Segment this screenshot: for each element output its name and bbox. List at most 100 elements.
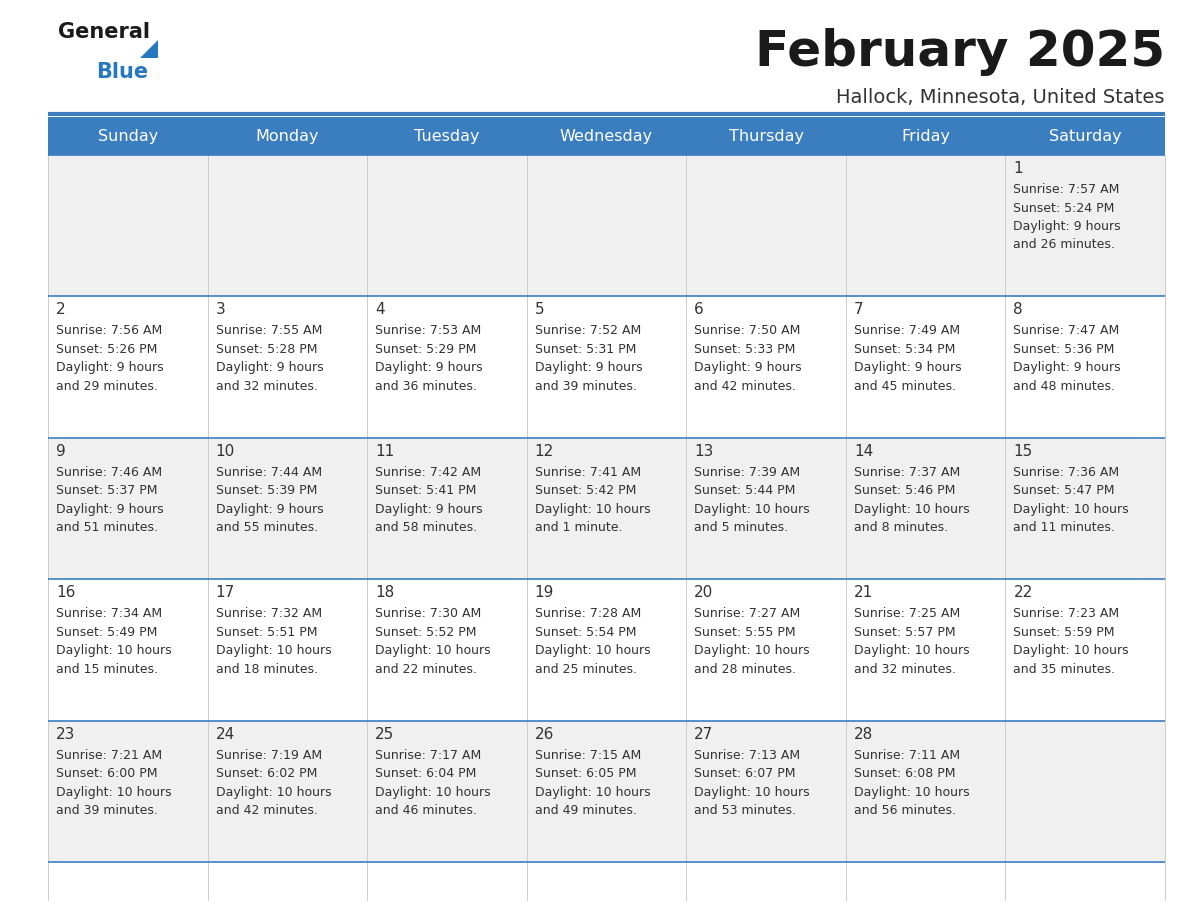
Text: 27: 27 [694,727,714,742]
Text: 1: 1 [1013,161,1023,176]
Text: Daylight: 9 hours: Daylight: 9 hours [215,503,323,516]
Bar [1005,155,1165,297]
Text: Sunset: 5:49 PM: Sunset: 5:49 PM [56,626,157,639]
Text: Daylight: 10 hours: Daylight: 10 hours [1013,644,1129,657]
Text: Sunset: 5:54 PM: Sunset: 5:54 PM [535,626,637,639]
Text: and 46 minutes.: and 46 minutes. [375,804,478,817]
Text: Daylight: 10 hours: Daylight: 10 hours [215,786,331,799]
Bar [208,297,367,438]
Bar [48,155,208,297]
Text: Daylight: 9 hours: Daylight: 9 hours [1013,220,1121,233]
Bar [208,579,367,721]
Text: and 45 minutes.: and 45 minutes. [854,380,956,393]
Text: 14: 14 [854,443,873,459]
Text: Wednesday: Wednesday [560,129,653,143]
Text: 8: 8 [1013,302,1023,318]
Text: and 55 minutes.: and 55 minutes. [215,521,317,534]
Text: Sunrise: 7:28 AM: Sunrise: 7:28 AM [535,607,642,621]
Text: Sunrise: 7:23 AM: Sunrise: 7:23 AM [1013,607,1119,621]
Bar [367,297,526,438]
Bar [687,297,846,438]
Text: 20: 20 [694,585,714,600]
Text: 12: 12 [535,443,554,459]
Bar [846,438,1005,579]
Text: Daylight: 10 hours: Daylight: 10 hours [535,644,650,657]
Bar [687,438,846,579]
Bar [1005,117,1165,155]
Text: 22: 22 [1013,585,1032,600]
Text: Sunrise: 7:27 AM: Sunrise: 7:27 AM [694,607,801,621]
Text: Sunset: 5:55 PM: Sunset: 5:55 PM [694,626,796,639]
Bar [846,297,1005,438]
Text: Saturday: Saturday [1049,129,1121,143]
Text: 6: 6 [694,302,704,318]
Text: and 36 minutes.: and 36 minutes. [375,380,478,393]
Text: Sunset: 5:46 PM: Sunset: 5:46 PM [854,485,955,498]
Text: 5: 5 [535,302,544,318]
Text: and 25 minutes.: and 25 minutes. [535,663,637,676]
Bar [48,579,208,721]
Text: Sunrise: 7:50 AM: Sunrise: 7:50 AM [694,324,801,338]
Bar [48,117,208,155]
Text: Sunrise: 7:44 AM: Sunrise: 7:44 AM [215,465,322,479]
Text: Daylight: 9 hours: Daylight: 9 hours [56,503,164,516]
Text: Sunrise: 7:15 AM: Sunrise: 7:15 AM [535,748,642,762]
Bar [367,579,526,721]
Text: and 58 minutes.: and 58 minutes. [375,521,478,534]
Text: 11: 11 [375,443,394,459]
Text: Daylight: 9 hours: Daylight: 9 hours [694,362,802,375]
Text: Sunrise: 7:17 AM: Sunrise: 7:17 AM [375,748,481,762]
Text: Sunrise: 7:49 AM: Sunrise: 7:49 AM [854,324,960,338]
Text: Sunset: 5:52 PM: Sunset: 5:52 PM [375,626,476,639]
Text: and 56 minutes.: and 56 minutes. [854,804,956,817]
Bar [526,117,687,155]
Text: Sunrise: 7:52 AM: Sunrise: 7:52 AM [535,324,642,338]
Text: 28: 28 [854,727,873,742]
Text: Sunrise: 7:19 AM: Sunrise: 7:19 AM [215,748,322,762]
Bar [48,438,208,579]
Text: Sunrise: 7:30 AM: Sunrise: 7:30 AM [375,607,481,621]
Text: Sunrise: 7:41 AM: Sunrise: 7:41 AM [535,465,640,479]
Text: and 15 minutes.: and 15 minutes. [56,663,158,676]
Text: Daylight: 10 hours: Daylight: 10 hours [215,644,331,657]
Text: Sunset: 5:26 PM: Sunset: 5:26 PM [56,343,157,356]
Text: Daylight: 9 hours: Daylight: 9 hours [1013,362,1121,375]
Text: Daylight: 9 hours: Daylight: 9 hours [854,362,961,375]
Text: Sunset: 6:02 PM: Sunset: 6:02 PM [215,767,317,780]
Text: Monday: Monday [255,129,320,143]
Text: 9: 9 [56,443,65,459]
Text: Sunrise: 7:13 AM: Sunrise: 7:13 AM [694,748,801,762]
Text: Daylight: 10 hours: Daylight: 10 hours [56,644,171,657]
Bar [526,579,687,721]
Text: Sunset: 5:39 PM: Sunset: 5:39 PM [215,485,317,498]
Text: Sunset: 5:37 PM: Sunset: 5:37 PM [56,485,158,498]
Text: and 28 minutes.: and 28 minutes. [694,663,796,676]
Text: Daylight: 9 hours: Daylight: 9 hours [375,503,482,516]
Text: Daylight: 10 hours: Daylight: 10 hours [1013,503,1129,516]
Bar [846,155,1005,297]
Text: Sunrise: 7:39 AM: Sunrise: 7:39 AM [694,465,801,479]
Text: 7: 7 [854,302,864,318]
Text: and 32 minutes.: and 32 minutes. [854,663,955,676]
Text: 2: 2 [56,302,65,318]
Text: 13: 13 [694,443,714,459]
Bar [48,297,208,438]
Bar [687,155,846,297]
Bar [1005,297,1165,438]
Text: and 39 minutes.: and 39 minutes. [56,804,158,817]
Text: Hallock, Minnesota, United States: Hallock, Minnesota, United States [836,88,1165,107]
Text: Sunrise: 7:46 AM: Sunrise: 7:46 AM [56,465,162,479]
Text: Blue: Blue [96,62,148,82]
Text: 23: 23 [56,727,75,742]
Text: and 22 minutes.: and 22 minutes. [375,663,478,676]
Text: Thursday: Thursday [728,129,803,143]
Text: Daylight: 9 hours: Daylight: 9 hours [535,362,643,375]
Text: Tuesday: Tuesday [415,129,480,143]
Text: and 26 minutes.: and 26 minutes. [1013,239,1116,252]
Bar [48,721,208,862]
Text: Sunset: 6:07 PM: Sunset: 6:07 PM [694,767,796,780]
Text: Daylight: 10 hours: Daylight: 10 hours [854,644,969,657]
Text: Sunset: 5:31 PM: Sunset: 5:31 PM [535,343,636,356]
Text: Sunset: 5:44 PM: Sunset: 5:44 PM [694,485,796,498]
Text: Sunset: 5:59 PM: Sunset: 5:59 PM [1013,626,1114,639]
